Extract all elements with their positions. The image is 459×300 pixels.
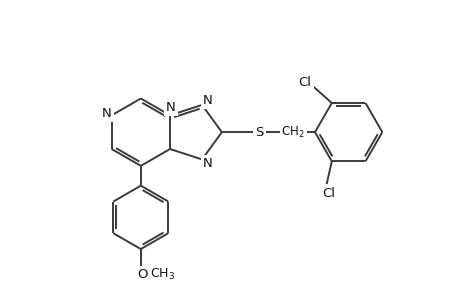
Text: N: N: [203, 157, 213, 170]
Text: Cl: Cl: [298, 76, 311, 89]
Text: N: N: [101, 107, 112, 120]
Text: CH$_3$: CH$_3$: [150, 267, 175, 282]
Text: N: N: [166, 101, 175, 114]
Text: Cl: Cl: [322, 187, 335, 200]
Text: S: S: [255, 126, 263, 139]
Text: N: N: [203, 94, 213, 107]
Text: O: O: [137, 268, 148, 281]
Text: CH$_2$: CH$_2$: [281, 124, 304, 140]
